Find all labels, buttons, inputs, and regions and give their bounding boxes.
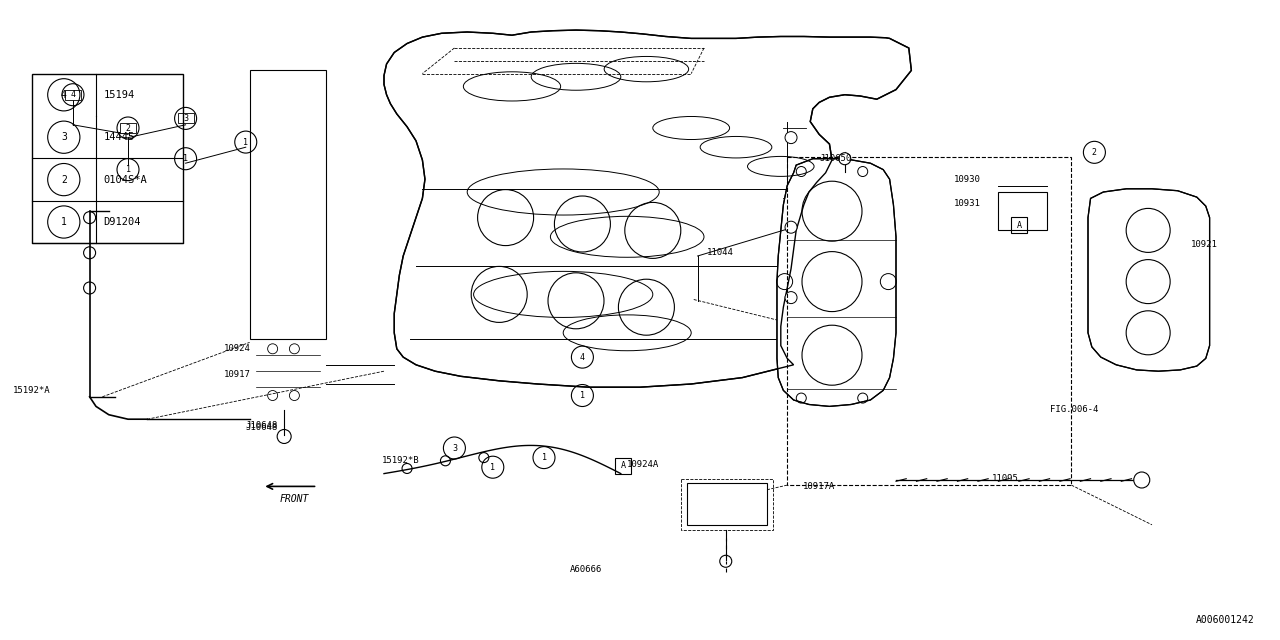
Circle shape — [785, 292, 797, 303]
Text: 1: 1 — [580, 391, 585, 400]
Text: A: A — [621, 461, 626, 470]
Text: 15194: 15194 — [104, 90, 134, 100]
Text: A006001242: A006001242 — [1196, 614, 1254, 625]
Text: 1: 1 — [243, 138, 248, 147]
Circle shape — [838, 153, 851, 164]
Text: 2: 2 — [61, 175, 67, 184]
Text: 4: 4 — [61, 90, 67, 100]
Text: FIG.006-4: FIG.006-4 — [1050, 405, 1098, 414]
Bar — [1011, 218, 1027, 234]
Text: 3: 3 — [452, 444, 457, 452]
Bar — [687, 483, 767, 525]
Bar — [681, 479, 773, 530]
Text: 10921: 10921 — [1190, 240, 1217, 249]
Text: 10917A: 10917A — [803, 482, 835, 491]
Bar — [32, 74, 183, 243]
Bar — [178, 113, 193, 124]
Polygon shape — [384, 30, 911, 387]
Text: 1: 1 — [61, 217, 67, 227]
Bar — [787, 157, 1071, 485]
Text: 4: 4 — [580, 353, 585, 362]
Text: 15192*B: 15192*B — [381, 456, 419, 465]
Text: 10931: 10931 — [954, 199, 980, 208]
Text: A60666: A60666 — [570, 565, 602, 574]
Polygon shape — [1088, 189, 1210, 371]
Text: 0104S*A: 0104S*A — [104, 175, 147, 184]
Circle shape — [785, 221, 797, 233]
Text: 14445: 14445 — [104, 132, 134, 142]
Text: 10917: 10917 — [224, 370, 251, 379]
Text: J10650: J10650 — [819, 154, 851, 163]
Text: A: A — [1016, 221, 1021, 230]
Text: 11044: 11044 — [707, 248, 733, 257]
Text: 1: 1 — [183, 154, 188, 163]
Bar — [616, 458, 631, 474]
Text: 1: 1 — [541, 453, 547, 462]
Text: 2: 2 — [1092, 148, 1097, 157]
Text: J10648: J10648 — [246, 423, 278, 432]
Text: D91204: D91204 — [104, 217, 141, 227]
Text: 11095: 11095 — [992, 474, 1019, 483]
Text: 3: 3 — [61, 132, 67, 142]
Text: 2: 2 — [125, 124, 131, 132]
Text: FRONT: FRONT — [280, 494, 308, 504]
Text: 1: 1 — [125, 165, 131, 174]
Text: 1: 1 — [490, 463, 495, 472]
Text: 10930: 10930 — [954, 175, 980, 184]
Text: 3: 3 — [183, 114, 188, 123]
Text: 10924: 10924 — [224, 344, 251, 353]
Text: 15192*A: 15192*A — [13, 386, 50, 395]
Bar — [998, 192, 1047, 230]
Circle shape — [1134, 472, 1149, 488]
Bar — [65, 90, 81, 100]
Polygon shape — [777, 159, 896, 406]
Text: J10648: J10648 — [246, 421, 278, 430]
Bar — [120, 123, 136, 133]
Text: 4: 4 — [70, 90, 76, 99]
Circle shape — [785, 132, 797, 143]
Bar — [250, 70, 326, 339]
Text: 10924A: 10924A — [627, 460, 659, 468]
